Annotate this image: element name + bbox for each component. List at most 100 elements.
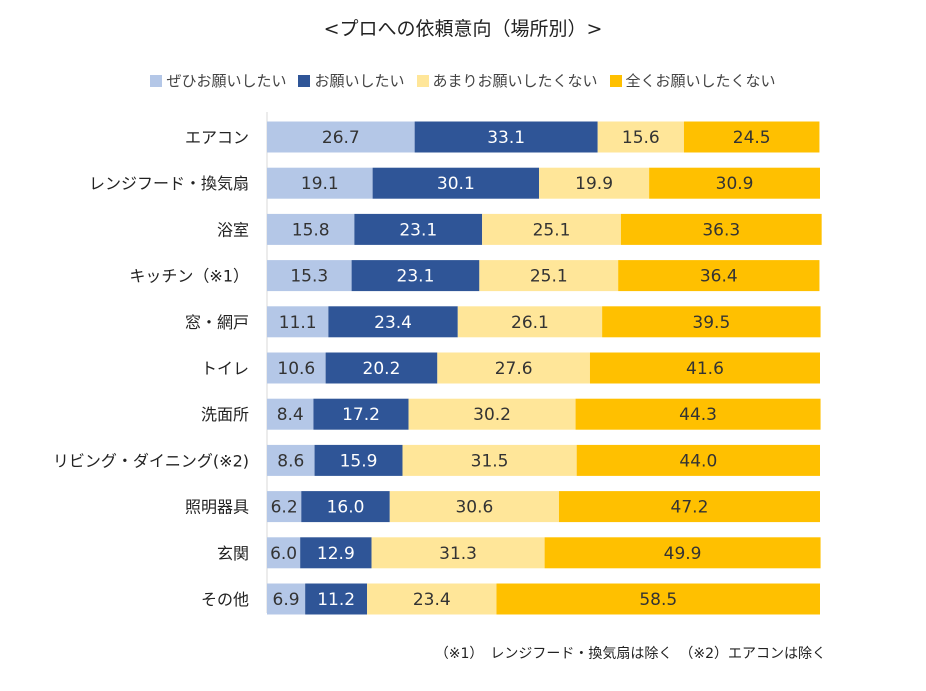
- data-label: 23.1: [397, 267, 435, 287]
- chart-title: <プロへの依頼意向（場所別）>: [323, 18, 603, 40]
- data-label: 26.7: [322, 128, 360, 148]
- bar-segment: [602, 306, 821, 338]
- category-label: 洗面所: [201, 405, 249, 424]
- bar-segment: [649, 167, 820, 199]
- bar-segment: [496, 583, 820, 615]
- data-label: 15.6: [622, 128, 660, 148]
- category-label: その他: [201, 590, 249, 609]
- bar-segment: [457, 306, 603, 338]
- legend-label: あまりお願いしたくない: [432, 72, 598, 90]
- legend: ぜひお願いしたい お願いしたい あまりお願いしたくない 全くお願いしたくない: [0, 70, 926, 91]
- bar-segment: [325, 352, 438, 384]
- bar-segment: [267, 398, 314, 430]
- data-label: 44.3: [679, 405, 717, 425]
- data-label: 36.4: [700, 267, 738, 287]
- bar-segment: [267, 306, 329, 338]
- data-label: 26.1: [511, 313, 549, 333]
- data-label: 20.2: [363, 359, 401, 379]
- data-label: 25.1: [530, 267, 568, 287]
- data-label: 30.9: [716, 174, 754, 194]
- category-label: 浴室: [217, 220, 249, 239]
- data-label: 16.0: [327, 498, 365, 518]
- bar-segment: [575, 398, 821, 430]
- bar-segment: [351, 260, 480, 292]
- legend-swatch: [416, 74, 429, 87]
- legend-swatch: [298, 74, 311, 87]
- bar-segment: [267, 121, 415, 153]
- data-label: 31.5: [471, 451, 509, 471]
- data-label: 8.4: [277, 405, 304, 425]
- bar-segment: [620, 213, 822, 245]
- bar-segment: [402, 444, 577, 476]
- bar-segment: [371, 537, 545, 569]
- bar-segment: [300, 537, 372, 569]
- data-label: 11.2: [317, 590, 355, 610]
- bar-segment: [354, 213, 483, 245]
- bar-segment: [539, 167, 650, 199]
- bar-segment: [479, 260, 619, 292]
- category-label: レンジフード・換気扇: [89, 174, 249, 193]
- category-label: 窓・網戸: [185, 313, 249, 332]
- data-label: 6.0: [270, 544, 297, 564]
- data-label: 23.1: [399, 220, 437, 240]
- bar-segment: [618, 260, 820, 292]
- data-label: 41.6: [686, 359, 724, 379]
- data-label: 25.1: [533, 220, 571, 240]
- data-label: 36.3: [702, 220, 740, 240]
- bar-segment: [267, 260, 352, 292]
- data-label: 23.4: [374, 313, 412, 333]
- bar-segment: [314, 444, 403, 476]
- bar-segment: [683, 121, 820, 153]
- data-label: 15.9: [340, 451, 378, 471]
- legend-swatch: [150, 74, 163, 87]
- data-label: 6.2: [271, 498, 298, 518]
- legend-label: ぜひお願いしたい: [166, 72, 287, 90]
- legend-swatch: [609, 74, 622, 87]
- data-label: 30.2: [473, 405, 511, 425]
- bar-segment: [313, 398, 409, 430]
- footnote: （※1） レンジフード・換気扇は除く （※2）エアコンは除く: [434, 646, 826, 662]
- bar-segment: [597, 121, 684, 153]
- data-label: 17.2: [342, 405, 380, 425]
- legend-item: お願いしたい: [298, 70, 405, 91]
- data-label: 47.2: [671, 498, 709, 518]
- data-label: 58.5: [639, 590, 677, 610]
- data-label: 30.1: [437, 174, 475, 194]
- legend-label: お願いしたい: [314, 72, 405, 90]
- category-label: トイレ: [201, 359, 249, 378]
- legend-item: 全くお願いしたくない: [609, 70, 776, 91]
- data-label: 19.1: [301, 174, 339, 194]
- data-label: 8.6: [277, 451, 304, 471]
- data-label: 44.0: [679, 451, 717, 471]
- bar-segment: [305, 583, 368, 615]
- category-label: リビング・ダイニング(※2): [53, 451, 249, 470]
- category-label: エアコン: [185, 128, 249, 147]
- bar-segment: [267, 167, 373, 199]
- bar-segment: [558, 491, 820, 523]
- bar-segment: [267, 352, 326, 384]
- data-label: 33.1: [487, 128, 525, 148]
- bar-segment: [267, 583, 306, 615]
- bar-segment: [408, 398, 576, 430]
- bar-segment: [267, 213, 355, 245]
- bar-segment: [576, 444, 820, 476]
- data-label: 30.6: [455, 498, 493, 518]
- bar-segment: [589, 352, 820, 384]
- data-label: 19.9: [575, 174, 613, 194]
- bar-segment: [301, 491, 390, 523]
- data-label: 15.3: [290, 267, 328, 287]
- category-label: キッチン（※1）: [129, 267, 249, 286]
- data-label: 23.4: [413, 590, 451, 610]
- bar-segment: [267, 537, 301, 569]
- bar-segment: [482, 213, 621, 245]
- legend-item: ぜひお願いしたい: [150, 70, 286, 91]
- data-label: 15.8: [292, 220, 330, 240]
- data-label: 10.6: [277, 359, 315, 379]
- legend-label: 全くお願いしたくない: [625, 72, 776, 90]
- bar-segment: [267, 491, 302, 523]
- bar-segment: [414, 121, 598, 153]
- data-label: 27.6: [495, 359, 533, 379]
- legend-item: あまりお願いしたくない: [416, 70, 598, 91]
- data-label: 12.9: [317, 544, 355, 564]
